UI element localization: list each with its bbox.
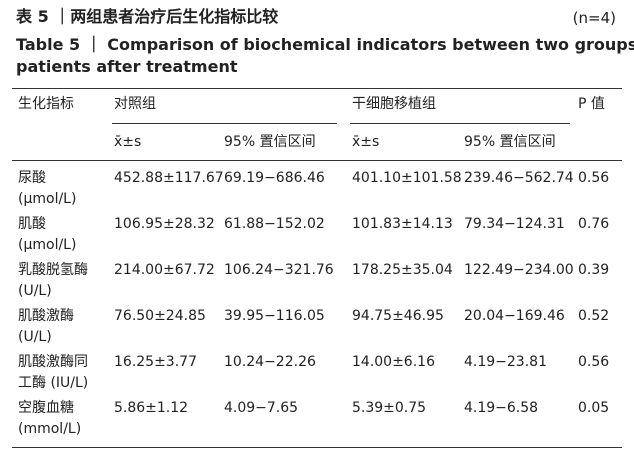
cell: 106.24−321.76 [224, 262, 334, 278]
subcolumn-header: 95% 置信区间 [224, 134, 316, 150]
rule [12, 447, 622, 448]
cell: 79.34−124.31 [464, 216, 565, 232]
cell: 39.95−116.05 [224, 308, 325, 324]
title-en: patients after treatment [16, 57, 238, 76]
rule [12, 88, 622, 89]
cell: 0.56 [578, 170, 610, 186]
row-label: (mmol/L) [18, 421, 82, 437]
cell: 122.49−234.00 [464, 262, 574, 278]
row-label: 工酶 (IU/L) [18, 375, 89, 391]
column-header: P 值 [578, 96, 605, 112]
row-label: (μmol/L) [18, 237, 77, 253]
column-header: 干细胞移植组 [352, 96, 436, 112]
cell: 4.09−7.65 [224, 400, 299, 416]
note: (n=4) [572, 9, 616, 27]
cell: 5.39±0.75 [352, 400, 427, 416]
cell: 452.88±117.67 [114, 170, 224, 186]
cell: 0.56 [578, 354, 610, 370]
cell: 106.95±28.32 [114, 216, 215, 232]
row-label: (U/L) [18, 283, 52, 299]
rule [350, 123, 570, 124]
cell: 10.24−22.26 [224, 354, 316, 370]
row-label: 肌酸 [18, 216, 46, 232]
cell: 16.25±3.77 [114, 354, 197, 370]
row-label: (μmol/L) [18, 191, 77, 207]
cell: 0.05 [578, 400, 610, 416]
row-label: 肌酸激酶 [18, 308, 74, 324]
row-label: 尿酸 [18, 170, 46, 186]
cell: 14.00±6.16 [352, 354, 435, 370]
row-label: 乳酸脱氢酶 [18, 262, 88, 278]
cell: 101.83±14.13 [352, 216, 453, 232]
cell: 4.19−6.58 [464, 400, 539, 416]
row-label: 空腹血糖 [18, 400, 74, 416]
row-label: 肌酸激酶同 [18, 354, 88, 370]
cell: 69.19−686.46 [224, 170, 325, 186]
cell: 5.86±1.12 [114, 400, 189, 416]
title-en: Table 5 ｜ Comparison of biochemical indi… [16, 35, 634, 54]
cell: 4.19−23.81 [464, 354, 547, 370]
cell: 214.00±67.72 [114, 262, 215, 278]
cell: 178.25±35.04 [352, 262, 453, 278]
cell: 0.76 [578, 216, 610, 232]
cell: 20.04−169.46 [464, 308, 565, 324]
cell: 61.88−152.02 [224, 216, 325, 232]
column-header: 生化指标 [18, 96, 74, 112]
cell: 401.10±101.58 [352, 170, 462, 186]
cell: 0.52 [578, 308, 610, 324]
subcolumn-header: x̄±s [352, 134, 380, 150]
cell: 76.50±24.85 [114, 308, 206, 324]
subcolumn-header: x̄±s [114, 134, 142, 150]
row-label: (U/L) [18, 329, 52, 345]
cell: 0.39 [578, 262, 610, 278]
title-cn: 表 5 ｜两组患者治疗后生化指标比较 [16, 7, 279, 26]
column-header: 对照组 [114, 96, 156, 112]
subcolumn-header: 95% 置信区间 [464, 134, 556, 150]
cell: 239.46−562.74 [464, 170, 574, 186]
cell: 94.75±46.95 [352, 308, 444, 324]
rule [12, 160, 622, 161]
rule [112, 123, 337, 124]
